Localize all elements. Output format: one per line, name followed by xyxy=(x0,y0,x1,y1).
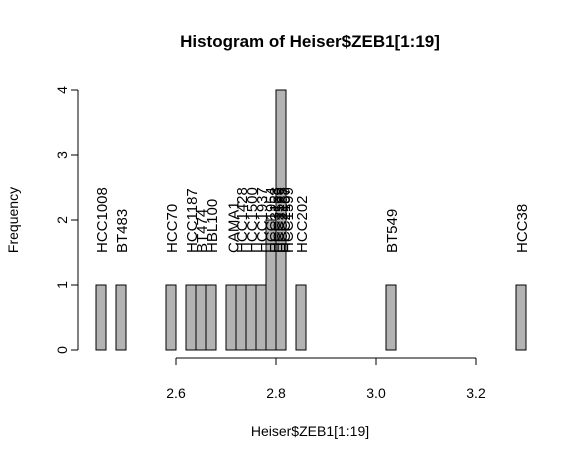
chart-title: Histogram of Heiser$ZEB1[1:19] xyxy=(180,32,440,51)
histogram-bar xyxy=(295,284,307,351)
bar-label: HCC1599 xyxy=(280,187,297,253)
bar-label: CAMA1 xyxy=(226,201,243,253)
histogram-bar xyxy=(515,284,527,351)
bar-label: BT549 xyxy=(384,209,401,253)
bar-label: HCC2157 xyxy=(277,187,294,253)
bar-label: HCC1500 xyxy=(244,187,261,253)
y-axis: 0 1 2 3 4 xyxy=(54,86,79,354)
histogram-bar xyxy=(235,284,247,351)
histogram-bar xyxy=(115,284,127,351)
y-tick-label: 3 xyxy=(54,151,70,159)
histogram-bar xyxy=(245,284,257,351)
bar-label: HBL100 xyxy=(204,199,221,253)
bar-label: BT483 xyxy=(114,209,131,253)
bar-label: HCC2185 xyxy=(274,187,291,253)
bar-label: BT474 xyxy=(194,209,211,253)
x-tick-label: 2.6 xyxy=(166,385,186,401)
x-axis: 2.6 2.8 3.0 3.2 xyxy=(166,357,486,401)
y-axis-label: Frequency xyxy=(5,187,21,253)
bar-label: HCC1428 xyxy=(234,187,251,253)
bar-label: HCC1954 xyxy=(263,187,280,253)
histogram-bar xyxy=(275,89,287,351)
bar-label: HCC1569 xyxy=(271,187,288,253)
x-tick-label: 3.0 xyxy=(366,385,386,401)
x-axis-label: Heiser$ZEB1[1:19] xyxy=(251,423,369,439)
bar-label: HCC1937 xyxy=(254,187,271,253)
histogram-bar xyxy=(385,284,397,351)
histogram-bar xyxy=(195,284,207,351)
bar-label: HCC3153 xyxy=(267,187,284,253)
bars-group xyxy=(95,89,527,351)
y-tick-label: 2 xyxy=(54,216,70,224)
bar-label: HCC202 xyxy=(294,195,311,253)
histogram-bar xyxy=(255,284,267,351)
histogram-bar xyxy=(95,284,107,351)
bar-label: HCC1187 xyxy=(184,188,201,253)
y-tick-label: 1 xyxy=(54,281,70,289)
y-tick-label: 0 xyxy=(54,346,70,354)
x-tick-label: 3.2 xyxy=(466,385,486,401)
histogram-bar xyxy=(165,284,177,351)
histogram-bar xyxy=(185,284,197,351)
histogram-bar xyxy=(225,284,237,351)
histogram-bar xyxy=(205,284,217,351)
bar-label: HCC38 xyxy=(514,204,531,253)
bar-label: HCC70 xyxy=(164,204,181,253)
y-tick-label: 4 xyxy=(54,86,70,94)
bar-label: HCC1008 xyxy=(94,187,111,253)
x-tick-label: 2.8 xyxy=(266,385,286,401)
